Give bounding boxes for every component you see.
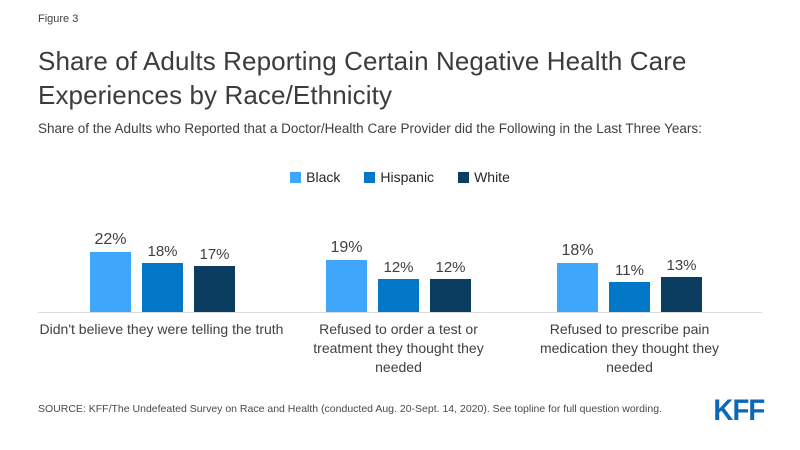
bar-white: 12% bbox=[430, 259, 471, 312]
legend-label: Hispanic bbox=[380, 169, 435, 185]
legend-label: White bbox=[474, 169, 510, 185]
bar-value-label: 18% bbox=[147, 243, 178, 260]
legend-swatch-icon bbox=[458, 171, 470, 183]
bar-hispanic: 18% bbox=[142, 243, 183, 312]
bar-black: 22% bbox=[90, 231, 131, 312]
bar-value-label: 17% bbox=[199, 246, 230, 263]
bar-rect bbox=[557, 263, 598, 312]
legend-swatch-icon bbox=[364, 171, 376, 183]
kff-logo: KFF bbox=[713, 394, 765, 427]
bar-white: 17% bbox=[194, 246, 235, 312]
category-label: Didn't believe they were telling the tru… bbox=[39, 321, 284, 337]
bar-hispanic: 12% bbox=[378, 259, 419, 312]
bar-hispanic: 11% bbox=[609, 262, 650, 312]
bar-value-label: 11% bbox=[615, 262, 644, 279]
bar-value-label: 13% bbox=[666, 257, 697, 274]
bar-rect bbox=[430, 279, 471, 312]
chart-subtitle: Share of the Adults who Reported that a … bbox=[38, 121, 702, 136]
bar-value-label: 19% bbox=[330, 239, 363, 256]
x-axis-line bbox=[38, 312, 762, 313]
bar-rect bbox=[609, 282, 650, 312]
bar-black: 19% bbox=[326, 239, 367, 312]
legend: Black Hispanic White bbox=[0, 169, 800, 185]
bar-rect bbox=[661, 277, 702, 312]
bar-black: 18% bbox=[557, 242, 598, 312]
source-text: SOURCE: KFF/The Undefeated Survey on Rac… bbox=[38, 403, 662, 415]
bar-rect bbox=[142, 263, 183, 312]
legend-item-black: Black bbox=[290, 169, 340, 185]
bar-group: 18% 11% 13% bbox=[557, 242, 702, 312]
category-label: Refused to order a test or treatment the… bbox=[313, 321, 484, 375]
bar-value-label: 18% bbox=[561, 242, 594, 259]
legend-item-white: White bbox=[458, 169, 510, 185]
bar-value-label: 22% bbox=[94, 231, 127, 248]
bar-rect bbox=[378, 279, 419, 312]
bar-value-label: 12% bbox=[383, 259, 414, 276]
page-title: Share of Adults Reporting Certain Negati… bbox=[38, 46, 687, 110]
legend-swatch-icon bbox=[290, 171, 302, 183]
legend-item-hispanic: Hispanic bbox=[364, 169, 434, 185]
figure-label: Figure 3 bbox=[38, 13, 79, 25]
bar-rect bbox=[326, 260, 367, 312]
bar-group: 22% 18% 17% bbox=[90, 231, 235, 312]
category-label: Refused to prescribe pain medication the… bbox=[539, 321, 719, 375]
bar-value-label: 12% bbox=[435, 259, 466, 276]
bar-rect bbox=[90, 252, 131, 312]
bar-rect bbox=[194, 266, 235, 312]
bar-white: 13% bbox=[661, 257, 702, 312]
bar-group: 19% 12% 12% bbox=[326, 239, 471, 312]
legend-label: Black bbox=[306, 169, 341, 185]
